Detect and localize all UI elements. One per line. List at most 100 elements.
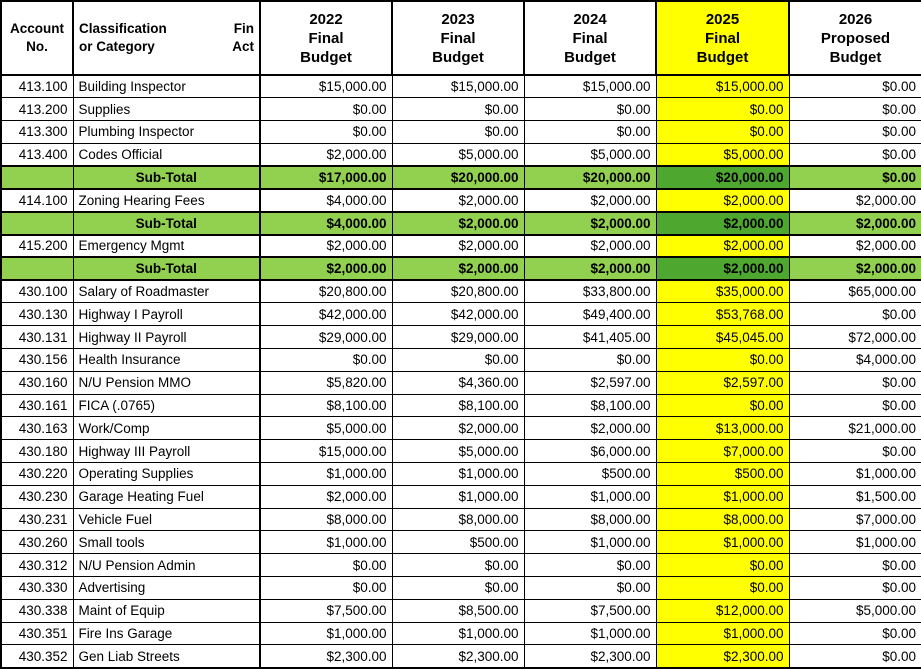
value-cell-2024[interactable]: $2,000.00 [524,189,656,212]
account-number-cell[interactable]: 430.260 [1,531,73,554]
value-cell-2026[interactable]: $0.00 [789,622,921,645]
classification-cell[interactable]: Codes Official [73,143,260,166]
value-cell-2024[interactable]: $15,000.00 [524,75,656,98]
account-number-cell[interactable]: 413.300 [1,121,73,144]
value-cell-2022[interactable]: $8,000.00 [260,508,392,531]
column-header-2026[interactable]: 2026ProposedBudget [789,1,921,75]
value-cell-2022[interactable]: $0.00 [260,98,392,121]
value-cell-2026[interactable]: $72,000.00 [789,326,921,349]
value-cell-2023[interactable]: $2,000.00 [392,417,524,440]
value-cell-2026[interactable]: $0.00 [789,143,921,166]
value-cell-2022[interactable]: $4,000.00 [260,189,392,212]
column-header-2025[interactable]: 2025FinalBudget [656,1,789,75]
account-number-cell[interactable]: 430.156 [1,349,73,372]
value-cell-2026[interactable]: $1,000.00 [789,463,921,486]
value-cell-2024[interactable]: $1,000.00 [524,622,656,645]
value-cell-2026[interactable]: $2,000.00 [789,212,921,235]
value-cell-2024[interactable]: $5,000.00 [524,143,656,166]
account-number-cell[interactable]: 430.351 [1,622,73,645]
value-cell-2023[interactable]: $20,800.00 [392,280,524,303]
classification-cell[interactable]: Gen Liab Streets [73,645,260,668]
value-cell-2022[interactable]: $7,500.00 [260,599,392,622]
account-number-cell[interactable]: 430.312 [1,554,73,577]
account-number-cell[interactable]: 415.200 [1,235,73,258]
subtotal-label-cell[interactable]: Sub-Total [73,257,260,280]
account-number-cell[interactable]: 430.161 [1,394,73,417]
classification-cell[interactable]: Highway I Payroll [73,303,260,326]
value-cell-2025[interactable]: $2,300.00 [656,645,789,668]
value-cell-2025[interactable]: $2,000.00 [656,212,789,235]
value-cell-2026[interactable]: $1,500.00 [789,485,921,508]
classification-cell[interactable]: Emergency Mgmt [73,235,260,258]
value-cell-2022[interactable]: $2,000.00 [260,235,392,258]
value-cell-2022[interactable]: $5,820.00 [260,371,392,394]
value-cell-2022[interactable]: $17,000.00 [260,166,392,189]
value-cell-2023[interactable]: $8,000.00 [392,508,524,531]
value-cell-2026[interactable]: $0.00 [789,98,921,121]
value-cell-2025[interactable]: $0.00 [656,554,789,577]
value-cell-2022[interactable]: $8,100.00 [260,394,392,417]
value-cell-2025[interactable]: $0.00 [656,577,789,600]
account-number-cell[interactable]: 430.352 [1,645,73,668]
account-number-cell[interactable]: 414.100 [1,189,73,212]
value-cell-2026[interactable]: $5,000.00 [789,599,921,622]
subtotal-label-cell[interactable]: Sub-Total [73,212,260,235]
value-cell-2024[interactable]: $2,000.00 [524,417,656,440]
account-number-cell[interactable]: 430.160 [1,371,73,394]
value-cell-2026[interactable]: $0.00 [789,394,921,417]
value-cell-2023[interactable]: $2,000.00 [392,212,524,235]
value-cell-2025[interactable]: $13,000.00 [656,417,789,440]
value-cell-2025[interactable]: $1,000.00 [656,531,789,554]
column-header-2022[interactable]: 2022FinalBudget [260,1,392,75]
classification-cell[interactable]: N/U Pension MMO [73,371,260,394]
value-cell-2025[interactable]: $53,768.00 [656,303,789,326]
value-cell-2023[interactable]: $8,100.00 [392,394,524,417]
value-cell-2026[interactable]: $0.00 [789,645,921,668]
value-cell-2022[interactable]: $1,000.00 [260,463,392,486]
value-cell-2025[interactable]: $2,000.00 [656,257,789,280]
classification-cell[interactable]: Work/Comp [73,417,260,440]
value-cell-2024[interactable]: $33,800.00 [524,280,656,303]
value-cell-2022[interactable]: $15,000.00 [260,440,392,463]
value-cell-2023[interactable]: $2,300.00 [392,645,524,668]
column-header-classification[interactable]: Classification Fin or Category Act [73,1,260,75]
classification-cell[interactable]: Small tools [73,531,260,554]
value-cell-2026[interactable]: $2,000.00 [789,189,921,212]
value-cell-2022[interactable]: $2,300.00 [260,645,392,668]
value-cell-2026[interactable]: $0.00 [789,371,921,394]
column-header-2023[interactable]: 2023FinalBudget [392,1,524,75]
value-cell-2023[interactable]: $2,000.00 [392,235,524,258]
value-cell-2023[interactable]: $4,360.00 [392,371,524,394]
value-cell-2025[interactable]: $2,000.00 [656,189,789,212]
account-number-cell[interactable]: 413.200 [1,98,73,121]
account-number-cell[interactable]: 430.338 [1,599,73,622]
classification-cell[interactable]: Building Inspector [73,75,260,98]
value-cell-2023[interactable]: $1,000.00 [392,485,524,508]
account-number-cell[interactable]: 430.330 [1,577,73,600]
value-cell-2025[interactable]: $20,000.00 [656,166,789,189]
value-cell-2022[interactable]: $1,000.00 [260,622,392,645]
value-cell-2024[interactable]: $0.00 [524,554,656,577]
value-cell-2023[interactable]: $5,000.00 [392,440,524,463]
value-cell-2022[interactable]: $1,000.00 [260,531,392,554]
account-number-cell[interactable]: 413.400 [1,143,73,166]
value-cell-2025[interactable]: $2,597.00 [656,371,789,394]
value-cell-2025[interactable]: $0.00 [656,394,789,417]
classification-cell[interactable]: Operating Supplies [73,463,260,486]
classification-cell[interactable]: Salary of Roadmaster [73,280,260,303]
classification-cell[interactable]: Health Insurance [73,349,260,372]
value-cell-2022[interactable]: $0.00 [260,349,392,372]
value-cell-2023[interactable]: $0.00 [392,98,524,121]
value-cell-2024[interactable]: $2,000.00 [524,257,656,280]
classification-cell[interactable]: Fire Ins Garage [73,622,260,645]
classification-cell[interactable]: Highway III Payroll [73,440,260,463]
value-cell-2026[interactable]: $21,000.00 [789,417,921,440]
account-number-cell[interactable]: 430.100 [1,280,73,303]
classification-cell[interactable]: N/U Pension Admin [73,554,260,577]
account-number-cell[interactable]: 413.100 [1,75,73,98]
value-cell-2024[interactable]: $2,000.00 [524,235,656,258]
value-cell-2022[interactable]: $42,000.00 [260,303,392,326]
account-number-cell[interactable]: 430.231 [1,508,73,531]
value-cell-2024[interactable]: $7,500.00 [524,599,656,622]
account-number-cell[interactable]: 430.163 [1,417,73,440]
